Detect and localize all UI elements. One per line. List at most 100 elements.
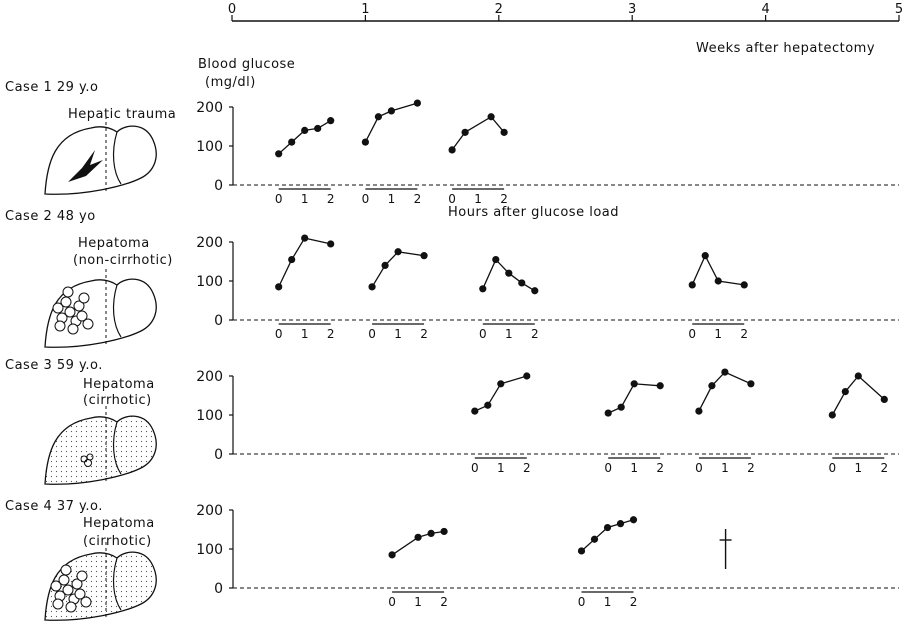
hour-label-case-3-week-3.5-2: 2: [747, 461, 755, 475]
point-case-2-week-1.88-3: [518, 279, 526, 287]
hour-label-case-3-week-3.5-1: 1: [721, 461, 729, 475]
curve-line-case-3-week-4.5: [831, 375, 885, 416]
point-case-2-week-3.45-2: [714, 277, 722, 285]
hour-label-case-3-week-1.82-2: 2: [523, 461, 531, 475]
hour-label-case-2-week-1.88-0: 0: [479, 327, 487, 341]
curve-line-case-1-week-1.65: [451, 115, 505, 151]
hour-label-case-4-week-2.62-1: 1: [604, 595, 612, 609]
point-case-2-week-1.88-0: [479, 285, 487, 293]
point-case-1-week-0.35-3: [314, 124, 322, 133]
tumour-nodule-case-4-10: [60, 564, 72, 576]
case-4-diagnosis-line-1: Hepatoma: [83, 516, 155, 531]
point-case-1-week-0.35-0: [275, 150, 283, 158]
hour-label-case-3-week-1.82-1: 1: [497, 461, 505, 475]
point-case-4-week-2.62-4: [629, 516, 638, 524]
point-case-4-week-2.62-0: [577, 547, 586, 555]
hour-label-case-4-week-2.62-0: 0: [578, 595, 586, 609]
tumour-nodule-case-2-11: [82, 318, 94, 330]
hour-label-case-2-week-3.45-2: 2: [740, 327, 748, 341]
point-case-4-week-1.2-2: [427, 529, 435, 538]
hour-label-case-2-week-0.35-1: 1: [301, 327, 309, 341]
point-case-2-week-3.45-3: [740, 281, 748, 289]
curve-line-case-4-week-1.2: [391, 530, 445, 556]
point-case-1-week-0.35-4: [327, 117, 335, 125]
point-case-2-week-0.35-1: [288, 255, 296, 264]
tumour-nodule-case-2-0: [64, 306, 76, 318]
hour-label-case-2-week-0.35-0: 0: [275, 327, 283, 341]
point-case-3-week-2.82-2: [630, 380, 638, 388]
hour-label-case-3-week-4.5-2: 2: [880, 461, 888, 475]
point-case-2-week-1.05-1: [381, 261, 389, 269]
y-tick-label-case-4-100: 100: [196, 542, 223, 558]
hour-label-case-1-week-0.35-0: 0: [275, 192, 283, 206]
hour-label-case-2-week-0.35-2: 2: [327, 327, 335, 341]
point-case-2-week-1.88-4: [531, 287, 539, 295]
y-tick-label-case-3-0: 0: [214, 447, 223, 463]
y-tick-label-case-3-200: 200: [196, 369, 223, 385]
y-tick-label-case-2-200: 200: [196, 235, 223, 251]
case-1-diagnosis: Hepatic trauma: [68, 107, 177, 122]
tumour-nodule-case-3-c: [86, 453, 94, 461]
tumour-nodule-case-3-b: [80, 455, 88, 463]
case-2-title: Case 2 48 yo: [5, 209, 96, 224]
hour-label-case-2-week-1.88-1: 1: [505, 327, 513, 341]
case-1-title: Case 1 29 y.o: [5, 80, 99, 95]
hour-label-case-1-week-1-2: 2: [414, 192, 422, 206]
hour-label-case-2-week-1.05-2: 2: [420, 327, 428, 341]
curve-line-case-2-week-3.45: [691, 254, 745, 286]
curve-line-case-1-week-1: [364, 102, 418, 143]
point-case-4-week-1.2-1: [414, 533, 422, 541]
hour-label-case-3-week-3.5-0: 0: [695, 461, 703, 475]
tumour-nodule-case-2-10: [62, 286, 74, 298]
case-4-diagnosis-line-2: (cirrhotic): [83, 534, 152, 549]
point-case-3-week-3.5-0: [695, 407, 703, 415]
hour-label-case-1-week-0.35-2: 2: [327, 192, 335, 206]
hour-label-case-4-week-1.2-0: 0: [388, 595, 396, 609]
week-tick-label-1: 1: [361, 2, 369, 17]
tumour-nodule-case-2-6: [52, 302, 64, 314]
tumour-nodule-case-2-5: [76, 310, 88, 322]
point-case-1-week-1-0: [361, 138, 369, 146]
tumour-nodule-case-2-1: [73, 300, 85, 312]
point-case-3-week-1.82-3: [523, 372, 531, 380]
hour-label-case-3-week-2.82-0: 0: [604, 461, 612, 475]
tumour-nodule-case-4-11: [80, 596, 92, 608]
ylabel-line-2: (mg/dl): [205, 75, 256, 90]
curve-line-case-3-week-2.82: [607, 383, 661, 414]
point-case-3-week-1.82-2: [497, 380, 505, 388]
point-case-1-week-1-1: [374, 113, 382, 121]
point-case-4-week-1.2-0: [388, 551, 396, 559]
tumour-nodule-case-2-9: [78, 292, 90, 304]
point-case-1-week-0.35-1: [288, 138, 296, 146]
tumour-nodule-case-2-8: [54, 320, 66, 332]
case-2-diagnosis-line-1: Hepatoma: [78, 236, 150, 251]
case-2-diagnosis-line-2: (non-cirrhotic): [73, 253, 173, 268]
week-tick-label-4: 4: [761, 2, 769, 17]
hour-label-case-2-week-1.88-2: 2: [531, 327, 539, 341]
tumour-nodule-case-4-6: [50, 580, 62, 592]
hour-label-case-2-week-1.05-1: 1: [394, 327, 402, 341]
hours-axis-label: Hours after glucose load: [448, 205, 619, 220]
point-case-4-week-2.62-2: [603, 523, 612, 532]
point-case-1-week-1.65-2: [487, 113, 495, 121]
hour-label-case-3-week-4.5-1: 1: [854, 461, 862, 475]
hour-label-case-4-week-1.2-2: 2: [440, 595, 448, 609]
point-case-3-week-3.5-1: [708, 382, 716, 390]
week-tick-label-0: 0: [228, 2, 236, 17]
hour-label-case-2-week-3.45-0: 0: [688, 327, 696, 341]
y-tick-label-case-4-200: 200: [196, 503, 223, 519]
point-case-2-week-1.88-2: [505, 269, 513, 277]
point-case-4-week-1.2-3: [440, 527, 448, 536]
y-tick-label-case-2-0: 0: [214, 313, 223, 329]
liver-sketch-case-1: [44, 116, 157, 195]
point-case-3-week-3.5-2: [721, 368, 729, 376]
point-case-1-week-1-2: [387, 107, 395, 115]
hour-label-case-1-week-1-1: 1: [388, 192, 396, 206]
tumour-nodule-case-4-0: [62, 584, 74, 596]
week-axis-label: Weeks after hepatectomy: [696, 41, 876, 56]
hour-label-case-3-week-4.5-0: 0: [828, 461, 836, 475]
case-3-title: Case 3 59 y.o.: [5, 358, 103, 373]
point-case-1-week-1.65-1: [461, 128, 469, 136]
y-tick-label-case-3-100: 100: [196, 408, 223, 424]
